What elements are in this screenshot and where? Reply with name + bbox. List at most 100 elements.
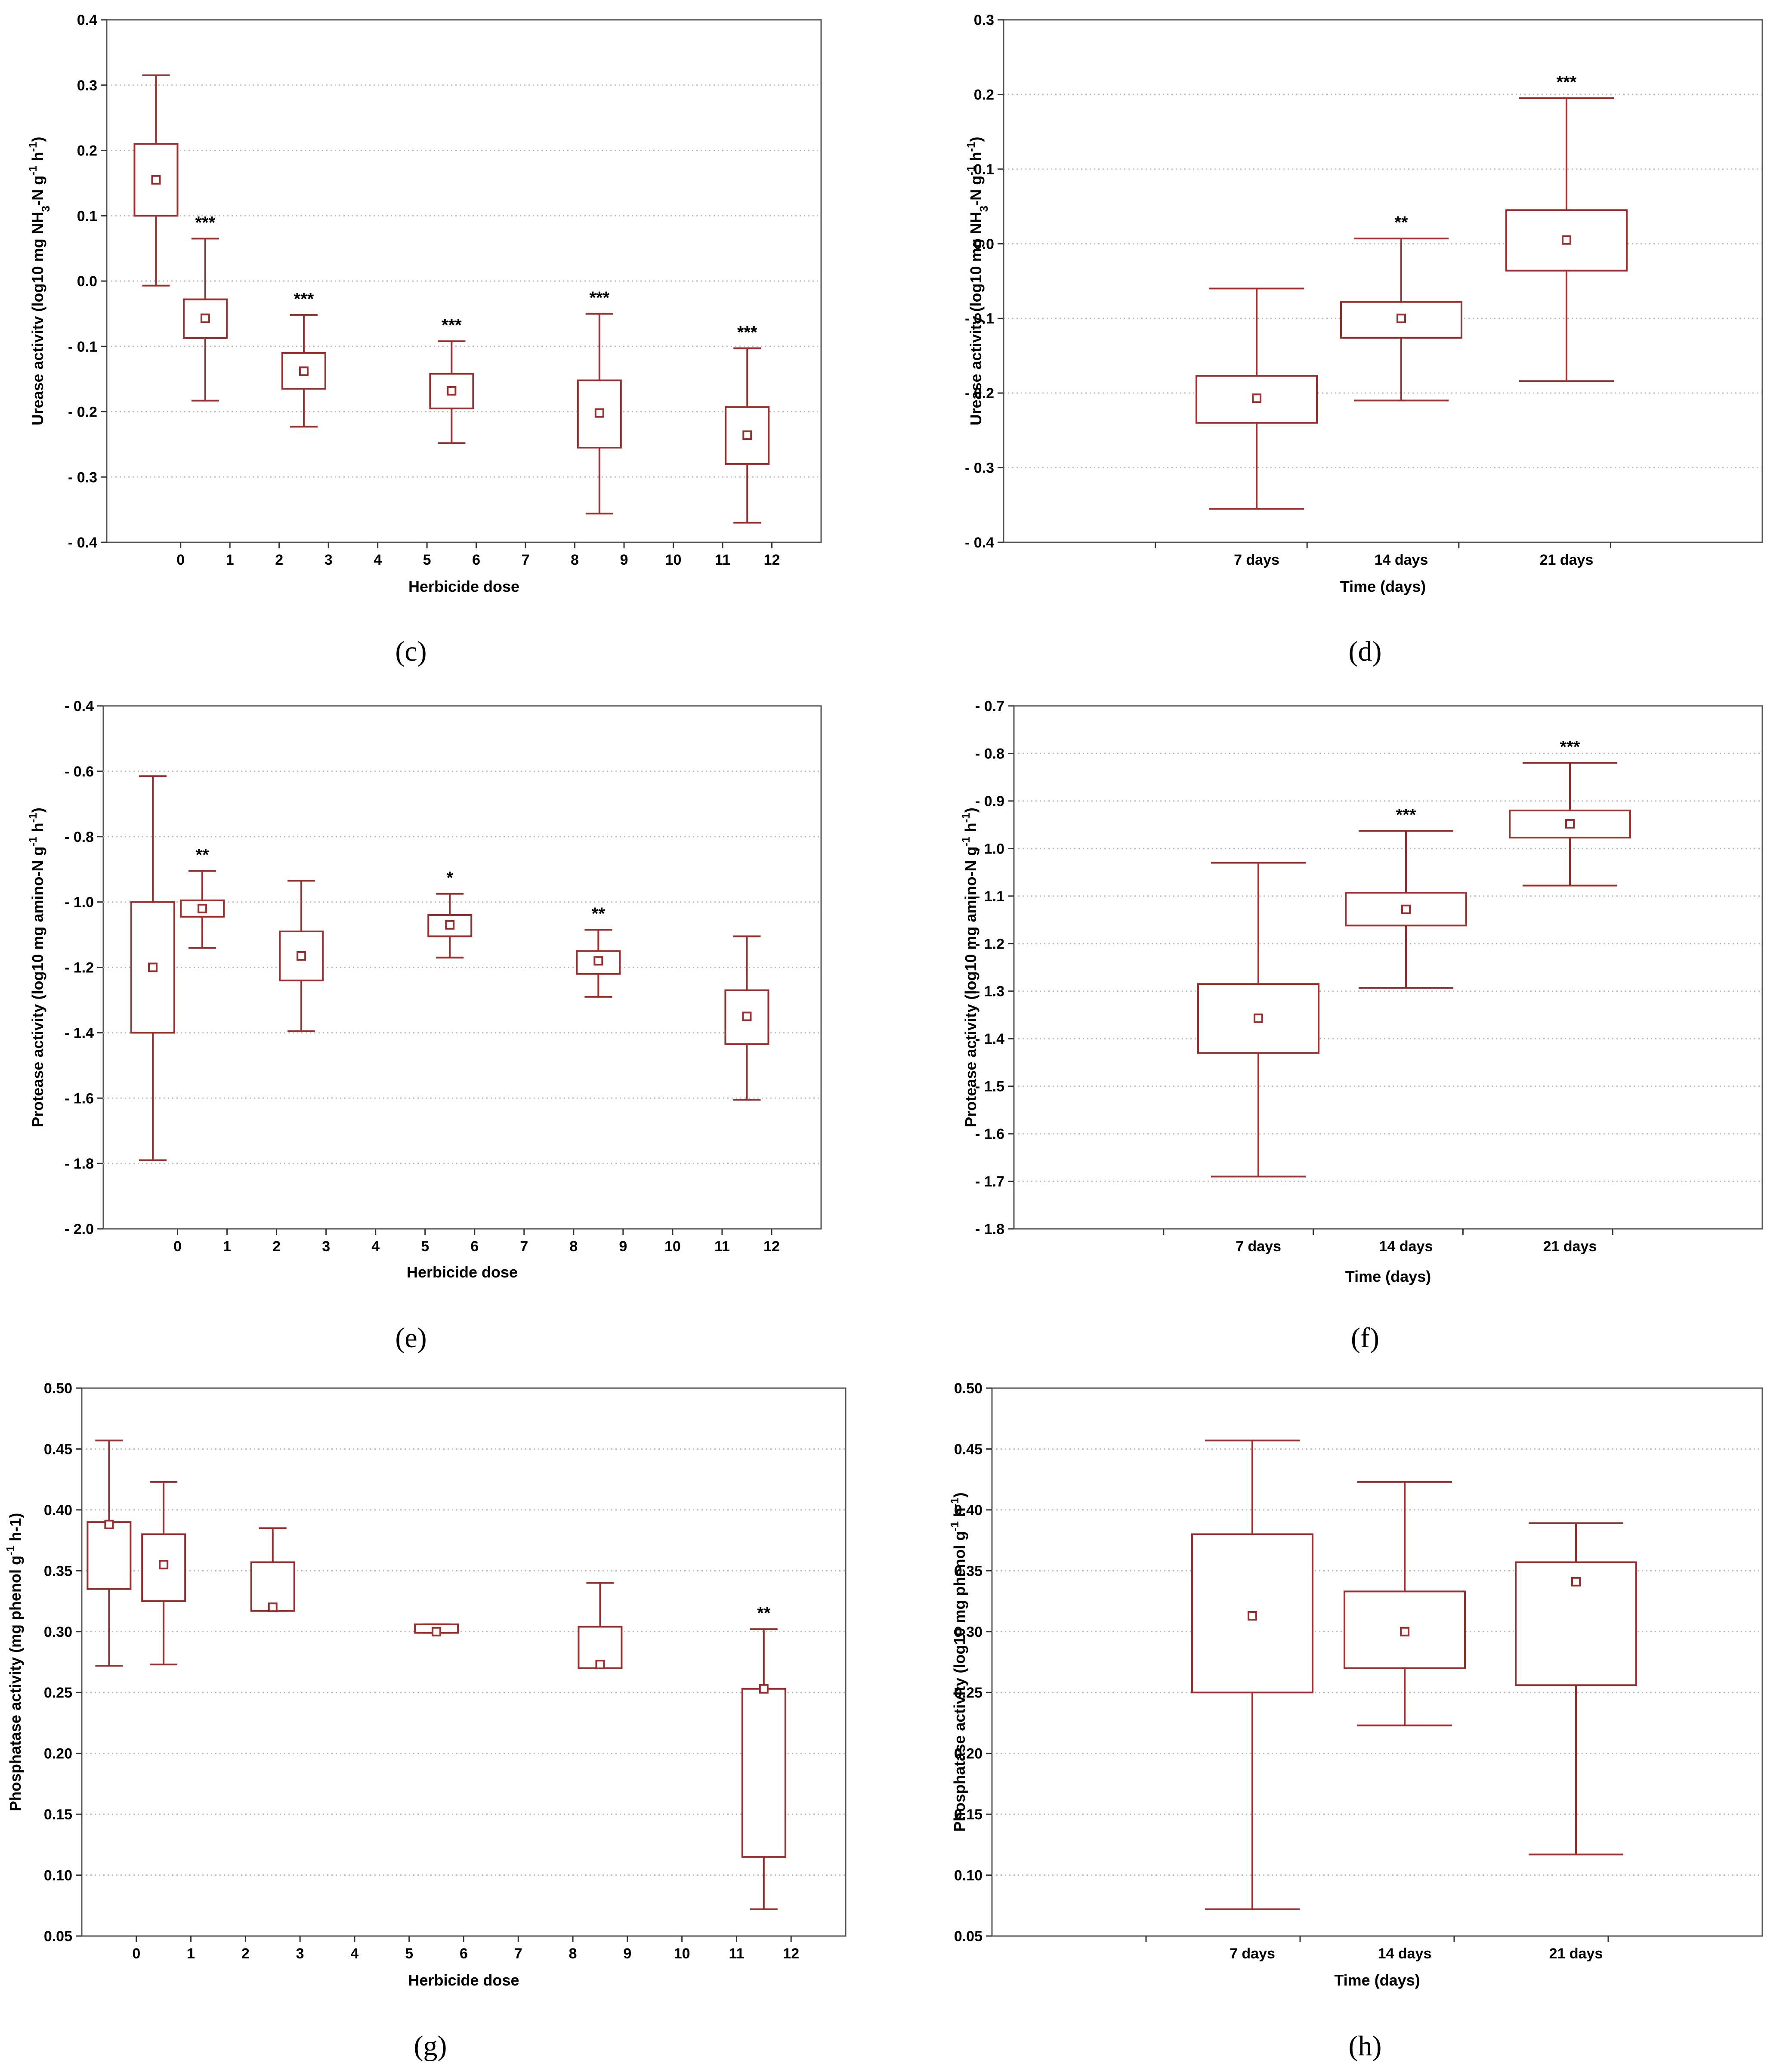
y-tick-label: - 1.6 (975, 1126, 1004, 1142)
y-tick-label: - 1.1 (975, 888, 1004, 905)
x-tick-label: 5 (405, 1945, 413, 1962)
median-marker (151, 175, 161, 185)
box-group (1344, 1481, 1466, 1726)
box-group: * (427, 869, 473, 959)
y-axis-title: Urease activitv (log10 mg NH3-N g-1 h-1) (26, 137, 52, 426)
median-marker (268, 1602, 278, 1612)
box-group: *** (1509, 738, 1631, 887)
y-tick-label: - 0.3 (68, 469, 97, 486)
y-tick-label: 0.05 (954, 1928, 983, 1945)
y-tick-label: - 0.1 (68, 339, 97, 355)
y-tick-label: - 1.0 (975, 841, 1004, 857)
x-tick-label: 6 (460, 1945, 468, 1962)
y-tick-label: - 0.8 (975, 745, 1004, 762)
median-marker (447, 386, 457, 396)
y-axis-title-part: ) (967, 137, 985, 142)
x-tick-label: 11 (714, 1238, 730, 1255)
x-tick-label: 3 (322, 1238, 330, 1255)
y-tick-label: 0.4 (77, 12, 97, 28)
plot-frame (1003, 19, 1763, 543)
y-tick-label: - 1.4 (65, 1025, 94, 1041)
y-tick-label: 0.30 (954, 1624, 983, 1640)
y-tick-label: - 0.3 (965, 460, 994, 476)
x-tick-label: 5 (423, 552, 431, 568)
median-marker (432, 1627, 442, 1636)
y-tick-label: 0.0 (974, 236, 994, 252)
x-tick-label: 0 (176, 552, 185, 568)
x-tick-label: 9 (623, 1945, 631, 1962)
y-tick-label: 0.40 (954, 1502, 983, 1519)
median-marker (593, 956, 603, 966)
y-axis-title-part: Phosphatase activity (log10 mg phenol g (951, 1531, 968, 1832)
y-tick-label: - 1.5 (975, 1079, 1004, 1095)
panel-f: - 1.8 - 1.7 - 1.6 - 1.5 - 1.4 - 1.3 - 1.2 - 1.1… (959, 698, 1763, 1354)
y-tick-label: - 1.7 (975, 1174, 1004, 1190)
median-marker (148, 962, 158, 972)
x-tick-label: 0 (132, 1945, 140, 1962)
box-group (130, 775, 176, 1161)
y-tick-label: - 0.4 (68, 535, 97, 551)
y-tick-label: 0.0 (77, 273, 97, 290)
significance-label: *** (737, 323, 757, 342)
box-iqr (133, 143, 179, 217)
x-tick-label: 10 (664, 1238, 681, 1255)
median-marker (742, 430, 752, 440)
y-axis-title-part: -1 (948, 1497, 961, 1507)
y-tick-label: 0.10 (44, 1868, 72, 1884)
box-group (1515, 1522, 1637, 1856)
plot-frame (1013, 705, 1763, 1230)
y-tick-label: - 1.8 (975, 1221, 1004, 1237)
significance-label: ** (592, 904, 606, 923)
x-tick-label: 11 (715, 552, 730, 568)
x-tick-label: 2 (241, 1945, 250, 1962)
significance-label: * (446, 869, 453, 888)
y-axis-title-part: -1 (4, 1546, 17, 1556)
y-axis-title-part: -1 (959, 836, 972, 846)
y-tick-label: 0.10 (954, 1868, 983, 1884)
box-group (414, 1623, 459, 1636)
significance-label: *** (294, 290, 314, 309)
x-tick-label: 9 (620, 552, 628, 568)
y-axis-title-part: ) (29, 807, 46, 813)
x-tick-label: 5 (421, 1238, 429, 1255)
box-group (1197, 862, 1319, 1178)
y-axis-title: Protease activity (log10 mg amino-N g-1 … (959, 807, 979, 1127)
y-tick-label: 0.1 (974, 161, 994, 178)
y-tick-label: 0.40 (44, 1502, 72, 1519)
panel-letter: (e) (395, 1322, 426, 1354)
panel-letter: (c) (395, 636, 426, 667)
box-group (724, 935, 769, 1101)
y-tick-label: - 2.0 (65, 1221, 94, 1237)
x-category-label: 14 days (1378, 1945, 1432, 1962)
box-group: *** (725, 323, 770, 524)
y-axis-title: Phosphatase activity (log10 mg phenol g -… (948, 1492, 968, 1831)
x-tick-label: 2 (275, 552, 283, 568)
panel-g: 0.05 0.10 0.15 0.20 0.25 0.30 0.35 0.40 0.45 0.50… (4, 1380, 847, 2062)
y-tick-label: - 0.9 (975, 793, 1004, 810)
y-axis-title: Phosphatase activity (mg phenol g-1 h-1) (4, 1513, 24, 1811)
y-tick-label: 0.15 (954, 1806, 983, 1823)
significance-label: *** (1557, 73, 1577, 92)
x-tick-label: 8 (569, 1238, 578, 1255)
box-group (133, 74, 179, 287)
y-axis-title-part: -1 (26, 813, 39, 823)
x-category-label: 14 days (1379, 1238, 1433, 1255)
y-tick-label: - 0.2 (965, 385, 994, 402)
box-iqr (130, 901, 176, 1034)
panel-letter: (h) (1349, 2030, 1382, 2062)
y-tick-label: - 0.1 (965, 311, 994, 327)
y-tick-label: 0.2 (77, 143, 97, 159)
y-tick-label: 0.20 (44, 1746, 72, 1762)
x-axis-title: Time (days) (1334, 1971, 1420, 1989)
panel-c: - 0.4- 0.3- 0.2- 0.10.00.10.20.30.40 1 2 3 4… (26, 12, 822, 667)
panel-letter: (g) (414, 2030, 447, 2062)
y-tick-label: 0.50 (44, 1380, 72, 1397)
y-tick-label: - 1.6 (65, 1090, 94, 1107)
y-tick-label: - 1.0 (65, 894, 94, 911)
y-axis-title-part: h-1) (6, 1513, 24, 1546)
median-marker (1562, 235, 1571, 245)
box-iqr (577, 379, 622, 448)
y-tick-label: - 0.4 (65, 698, 94, 714)
median-marker (104, 1519, 114, 1529)
x-axis-title: Herbicide dose (408, 1971, 519, 1989)
